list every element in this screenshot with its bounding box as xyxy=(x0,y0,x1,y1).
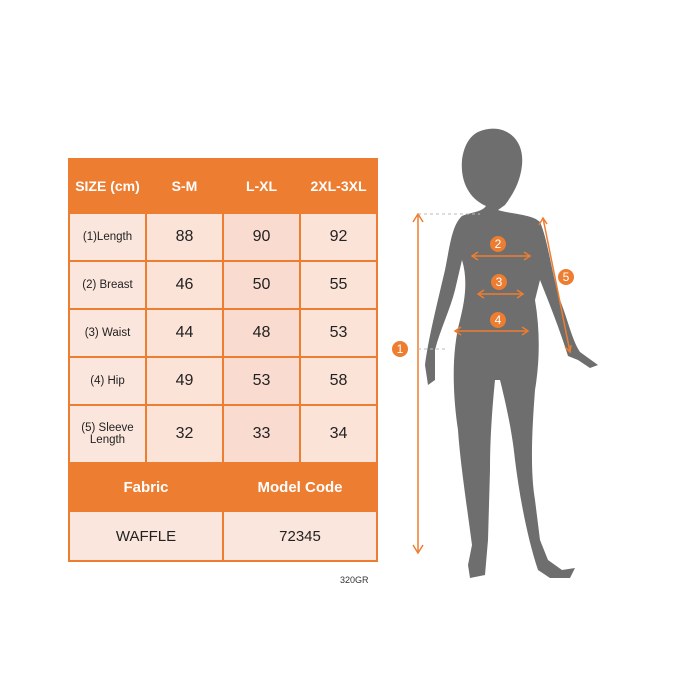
svg-text:4: 4 xyxy=(495,313,502,327)
cell: 92 xyxy=(299,212,378,262)
fabric-value: WAFFLE xyxy=(68,510,224,562)
fabric-header: Fabric xyxy=(68,462,224,512)
measurement-markers: 1 2 3 4 5 xyxy=(392,236,574,357)
cell: 44 xyxy=(145,308,224,358)
cell: 53 xyxy=(222,356,301,406)
model-code-header: Model Code xyxy=(222,462,378,512)
header-s-m: S-M xyxy=(145,158,224,214)
size-chart-table: SIZE (cm) S-M L-XL 2XL-3XL (1)Length 88 … xyxy=(68,158,378,562)
cell: 46 xyxy=(145,260,224,310)
cell: 32 xyxy=(145,404,224,464)
table-row: (1)Length 88 90 92 xyxy=(68,212,378,262)
table-row: (5) Sleeve Length 32 33 34 xyxy=(68,404,378,464)
header-row: SIZE (cm) S-M L-XL 2XL-3XL xyxy=(68,158,378,214)
cell: 55 xyxy=(299,260,378,310)
footer-header-row: Fabric Model Code xyxy=(68,462,378,512)
cell: 58 xyxy=(299,356,378,406)
row-label: (2) Breast xyxy=(68,260,147,310)
fabric-weight: 320GR xyxy=(340,575,369,585)
cell: 34 xyxy=(299,404,378,464)
row-label: (3) Waist xyxy=(68,308,147,358)
measurement-lines xyxy=(412,212,572,555)
table-row: (3) Waist 44 48 53 xyxy=(68,308,378,358)
cell: 33 xyxy=(222,404,301,464)
svg-text:5: 5 xyxy=(563,270,570,284)
header-2xl-3xl: 2XL-3XL xyxy=(299,158,378,214)
svg-text:1: 1 xyxy=(397,342,404,356)
cell: 88 xyxy=(145,212,224,262)
row-label: (5) Sleeve Length xyxy=(68,404,147,464)
header-size: SIZE (cm) xyxy=(68,158,147,214)
table-row: (2) Breast 46 50 55 xyxy=(68,260,378,310)
woman-silhouette xyxy=(425,128,598,578)
model-code-value: 72345 xyxy=(222,510,378,562)
table-row: (4) Hip 49 53 58 xyxy=(68,356,378,406)
header-l-xl: L-XL xyxy=(222,158,301,214)
cell: 48 xyxy=(222,308,301,358)
cell: 90 xyxy=(222,212,301,262)
svg-text:3: 3 xyxy=(496,275,503,289)
footer-value-row: WAFFLE 72345 xyxy=(68,510,378,562)
cell: 49 xyxy=(145,356,224,406)
row-label: (4) Hip xyxy=(68,356,147,406)
row-label: (1)Length xyxy=(68,212,147,262)
cell: 53 xyxy=(299,308,378,358)
cell: 50 xyxy=(222,260,301,310)
sleeve-arrow xyxy=(542,217,571,353)
svg-text:2: 2 xyxy=(495,237,502,251)
